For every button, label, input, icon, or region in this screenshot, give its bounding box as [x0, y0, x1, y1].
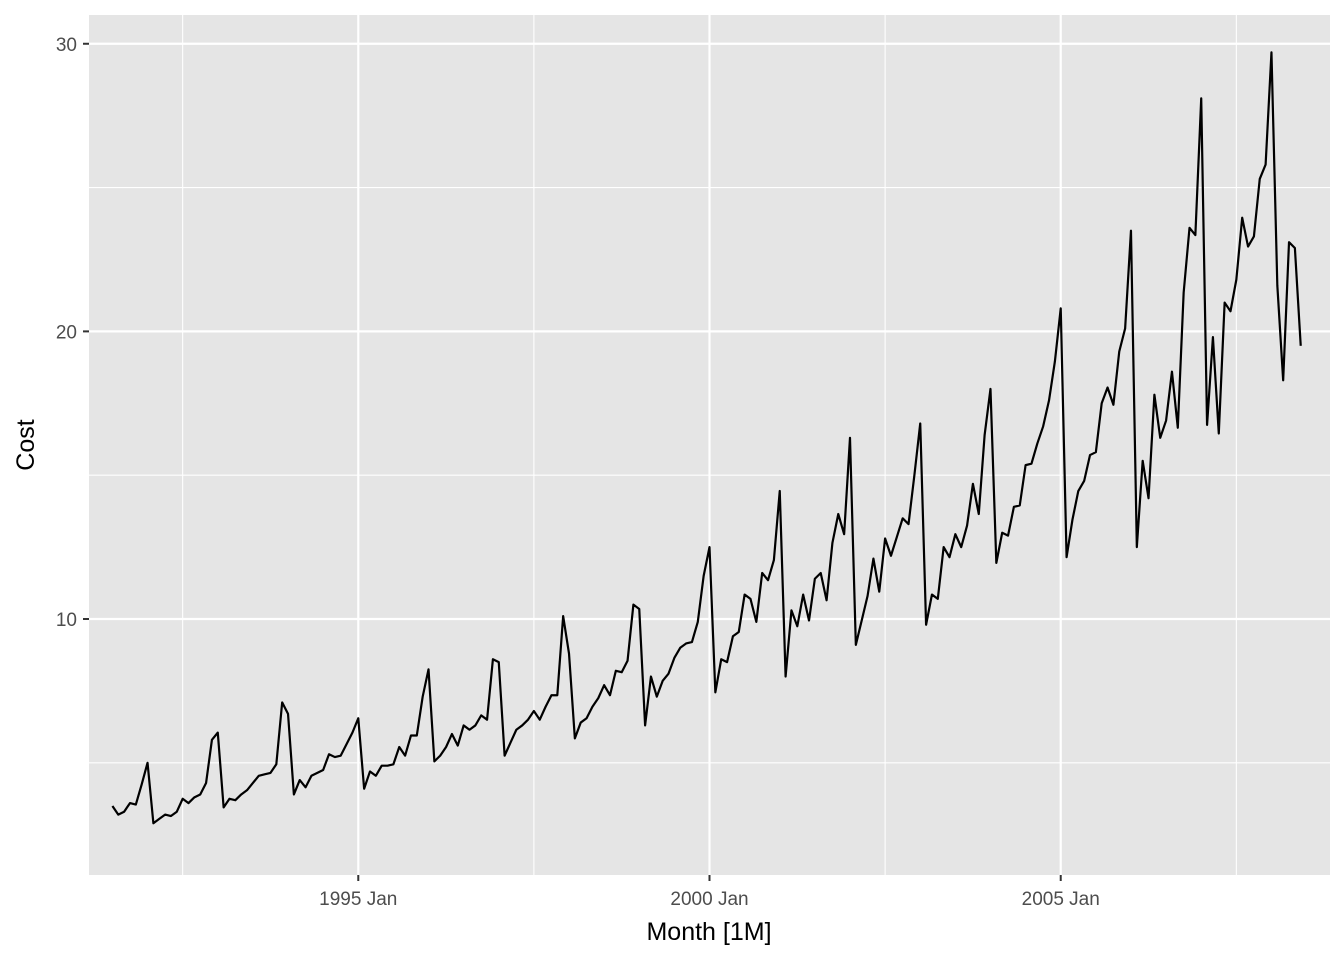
x-tick-label: 2005 Jan	[1022, 889, 1100, 910]
y-axis-title: Cost	[12, 419, 40, 470]
y-tick-label: 30	[56, 35, 77, 56]
major-gridlines	[89, 15, 1330, 875]
x-tick-label: 2000 Jan	[670, 889, 748, 910]
series-line	[111, 51, 1302, 825]
y-tick-label: 10	[56, 610, 77, 631]
y-axis-tick-labels: 10 20 30	[56, 35, 77, 631]
x-tick-label: 1995 Jan	[319, 889, 397, 910]
x-axis-title: Month [1M]	[646, 918, 771, 946]
axis-ticks	[83, 42, 1062, 881]
x-axis-tick-labels: 1995 Jan 2000 Jan 2005 Jan	[319, 889, 1100, 910]
y-tick-label: 20	[56, 322, 77, 343]
series-layer	[111, 51, 1302, 825]
